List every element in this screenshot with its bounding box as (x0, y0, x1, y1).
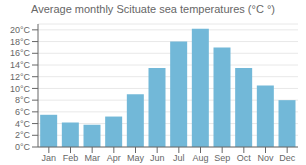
svg-text:May: May (127, 153, 145, 163)
svg-text:16°C: 16°C (10, 48, 31, 58)
svg-text:6°C: 6°C (15, 107, 31, 117)
svg-text:14°C: 14°C (10, 60, 31, 70)
svg-text:Oct: Oct (237, 153, 252, 163)
svg-text:18°C: 18°C (10, 37, 31, 47)
svg-text:0°C: 0°C (15, 142, 31, 152)
svg-text:Feb: Feb (63, 153, 79, 163)
svg-text:20°C: 20°C (10, 25, 31, 35)
svg-text:4°C: 4°C (15, 119, 31, 129)
svg-text:Jun: Jun (150, 153, 165, 163)
svg-text:Nov: Nov (257, 153, 274, 163)
svg-text:Mar: Mar (84, 153, 100, 163)
svg-text:Jul: Jul (173, 153, 185, 163)
svg-text:Jan: Jan (42, 153, 57, 163)
html-text:Average monthly Scituate sea t: Average monthly Scituate sea temperature… (31, 3, 275, 15)
svg-text:Sep: Sep (214, 153, 230, 163)
svg-text:2°C: 2°C (15, 130, 31, 140)
svg-text:Aug: Aug (192, 153, 208, 163)
svg-text:8°C: 8°C (15, 95, 31, 105)
svg-text:10°C: 10°C (10, 84, 31, 94)
svg-text:Dec: Dec (279, 153, 296, 163)
svg-text:Apr: Apr (107, 153, 121, 163)
svg-text:12°C: 12°C (10, 72, 31, 82)
